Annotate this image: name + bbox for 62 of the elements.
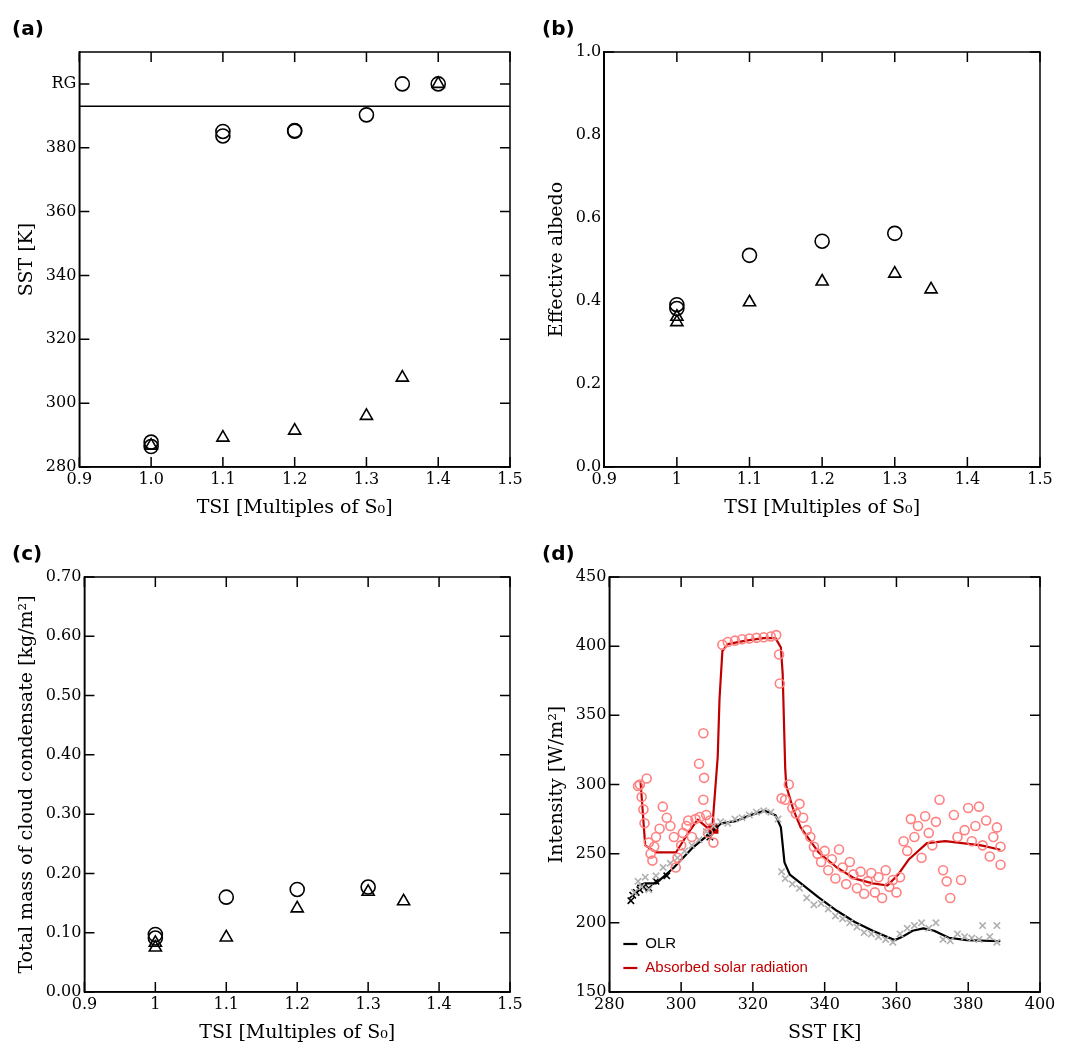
- x-tick-label: 400: [1024, 993, 1056, 1013]
- y-tick-label: 0.50: [45, 684, 82, 704]
- x-tick-label: 1.3: [353, 468, 380, 488]
- x-tick-label: 1.2: [284, 993, 310, 1013]
- y-tick-label: 0.10: [45, 921, 82, 941]
- y-axis-title: Intensity [W/m²]: [544, 705, 567, 864]
- x-tick-label: 380: [952, 993, 984, 1013]
- y-tick-label: 0.70: [45, 566, 82, 586]
- x-axis-title: TSI [Multiples of S₀]: [199, 1019, 396, 1042]
- x-tick-label: 1.2: [281, 468, 308, 488]
- y-tick-label: 0.4: [575, 290, 602, 310]
- x-tick-label: 1.4: [425, 468, 451, 488]
- x-tick-label: 1.1: [213, 993, 240, 1013]
- x-tick-label: 300: [665, 993, 697, 1013]
- y-tick-label: RG: [51, 73, 77, 93]
- y-tick-label: 0.2: [575, 373, 602, 393]
- x-tick-label: 1.5: [497, 993, 523, 1013]
- y-tick-label: 340: [45, 264, 77, 284]
- y-tick-label: 250: [575, 842, 607, 862]
- x-tick-label: 1.5: [497, 468, 523, 488]
- x-tick-label: 1.4: [426, 993, 452, 1013]
- y-tick-label: 0.8: [575, 124, 602, 144]
- x-axis-title: TSI [Multiples of S₀]: [724, 494, 921, 517]
- x-tick-label: 1.4: [954, 468, 981, 488]
- y-tick-label: 200: [575, 911, 607, 931]
- legend-label: OLR: [645, 934, 677, 952]
- chart-title: (a): [12, 16, 44, 41]
- x-tick-label: 1.2: [809, 468, 835, 488]
- legend-label: Absorbed solar radiation: [645, 958, 808, 976]
- x-tick-label: 1.5: [1027, 468, 1053, 488]
- x-tick-label: 360: [881, 993, 912, 1013]
- x-tick-label: 1: [150, 993, 161, 1013]
- x-axis-title: SST [K]: [787, 1019, 862, 1042]
- y-axis-title: SST [K]: [14, 222, 37, 297]
- x-tick-label: 320: [737, 993, 769, 1013]
- y-tick-label: 300: [45, 392, 77, 412]
- x-tick-label: 1.3: [882, 468, 908, 488]
- y-tick-label: 0.60: [45, 625, 82, 645]
- y-tick-label: 400: [575, 635, 607, 655]
- y-axis-title: Effective albedo: [544, 181, 567, 338]
- x-tick-label: 340: [809, 993, 840, 1013]
- x-axis-title: TSI [Multiples of S₀]: [196, 494, 393, 517]
- y-tick-label: 450: [575, 566, 607, 586]
- y-tick-label: 0.30: [45, 803, 82, 823]
- y-tick-label: 1.0: [575, 41, 602, 61]
- x-tick-label: 1.3: [355, 993, 381, 1013]
- chart-title: (d): [542, 541, 575, 566]
- y-tick-label: 380: [45, 136, 77, 156]
- x-tick-label: 1: [671, 468, 682, 488]
- chart-title: (b): [542, 16, 575, 41]
- chart-title: (c): [12, 541, 43, 566]
- y-tick-label: 320: [45, 328, 77, 348]
- y-tick-label: 0.6: [575, 207, 602, 227]
- y-tick-label: 0.20: [45, 862, 82, 882]
- y-tick-label: 350: [575, 704, 607, 724]
- x-tick-label: 1.1: [736, 468, 763, 488]
- y-tick-label: 300: [575, 773, 607, 793]
- y-tick-label: 0.40: [45, 744, 82, 764]
- x-tick-label: 1.1: [210, 468, 236, 488]
- y-axis-title: Total mass of cloud condensate [kg/m²]: [14, 595, 37, 974]
- x-tick-label: 1.0: [138, 468, 164, 488]
- y-tick-label: 360: [45, 200, 77, 220]
